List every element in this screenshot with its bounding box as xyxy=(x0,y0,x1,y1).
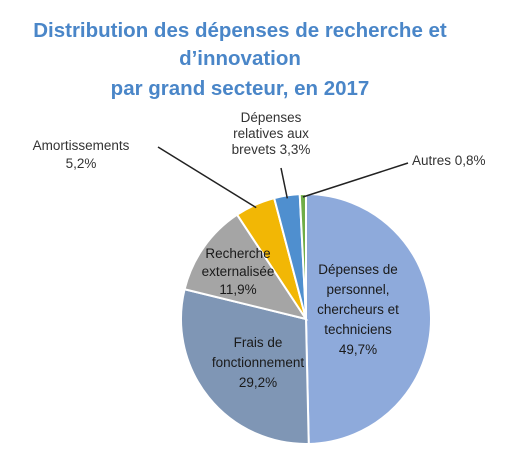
slice-label-text: Dépenses xyxy=(241,110,302,125)
pie-slice-autres xyxy=(298,192,307,320)
slice-label-text: Frais de xyxy=(234,335,283,350)
slice-label-text: Dépenses de xyxy=(318,262,398,277)
pie-slice-recherche-externalisee xyxy=(183,213,309,321)
chart-title-line-1: Distribution des dépenses de recherche e… xyxy=(33,19,447,42)
slice-label-text: Amortissements xyxy=(33,138,130,153)
pie-slices xyxy=(180,192,433,445)
slice-label-text: chercheurs et xyxy=(317,302,399,317)
slice-value-label: 5,2% xyxy=(66,156,97,171)
leader-line-amortissements xyxy=(157,146,257,209)
slice-label-autres: Autres 0,8% xyxy=(412,153,486,168)
slice-label-recherche-externalisee: Recherche externalisée 11,9% xyxy=(202,246,275,297)
chart-title: Distribution des dépenses de recherche e… xyxy=(33,19,447,100)
slice-label-text: relatives aux xyxy=(233,126,309,141)
slice-label-text: Autres 0,8% xyxy=(412,153,486,168)
slice-label-amortissements: Amortissements 5,2% xyxy=(33,138,130,171)
slice-value-label: 11,9% xyxy=(219,282,256,297)
slice-label-text: personnel, xyxy=(326,282,389,297)
slice-labels: Dépenses de personnel, chercheurs et techni… xyxy=(33,110,486,390)
leader-lines xyxy=(157,146,409,209)
slice-label-personnel: Dépenses de personnel, chercheurs et techni… xyxy=(317,262,399,357)
chart-title-line-2: d’innovation xyxy=(179,47,301,70)
slice-label-text: Recherche xyxy=(205,246,270,261)
slice-label-fonctionnement: Frais de fonctionnement 29,2% xyxy=(212,335,305,390)
leader-line-brevets xyxy=(280,167,289,199)
leader-line-autres xyxy=(302,162,409,198)
slice-label-text: fonctionnement xyxy=(212,355,305,370)
slice-label-text: externalisée xyxy=(202,264,275,279)
slice-value-label: 29,2% xyxy=(239,375,277,390)
pie-slice-personnel xyxy=(305,192,433,445)
pie-slice-fonctionnement xyxy=(180,288,310,445)
chart-title-line-3: par grand secteur, en 2017 xyxy=(111,77,370,100)
slice-label-text: techniciens xyxy=(324,322,392,337)
slice-value-label: 49,7% xyxy=(339,342,377,357)
slice-label-text: brevets 3,3% xyxy=(232,142,311,157)
